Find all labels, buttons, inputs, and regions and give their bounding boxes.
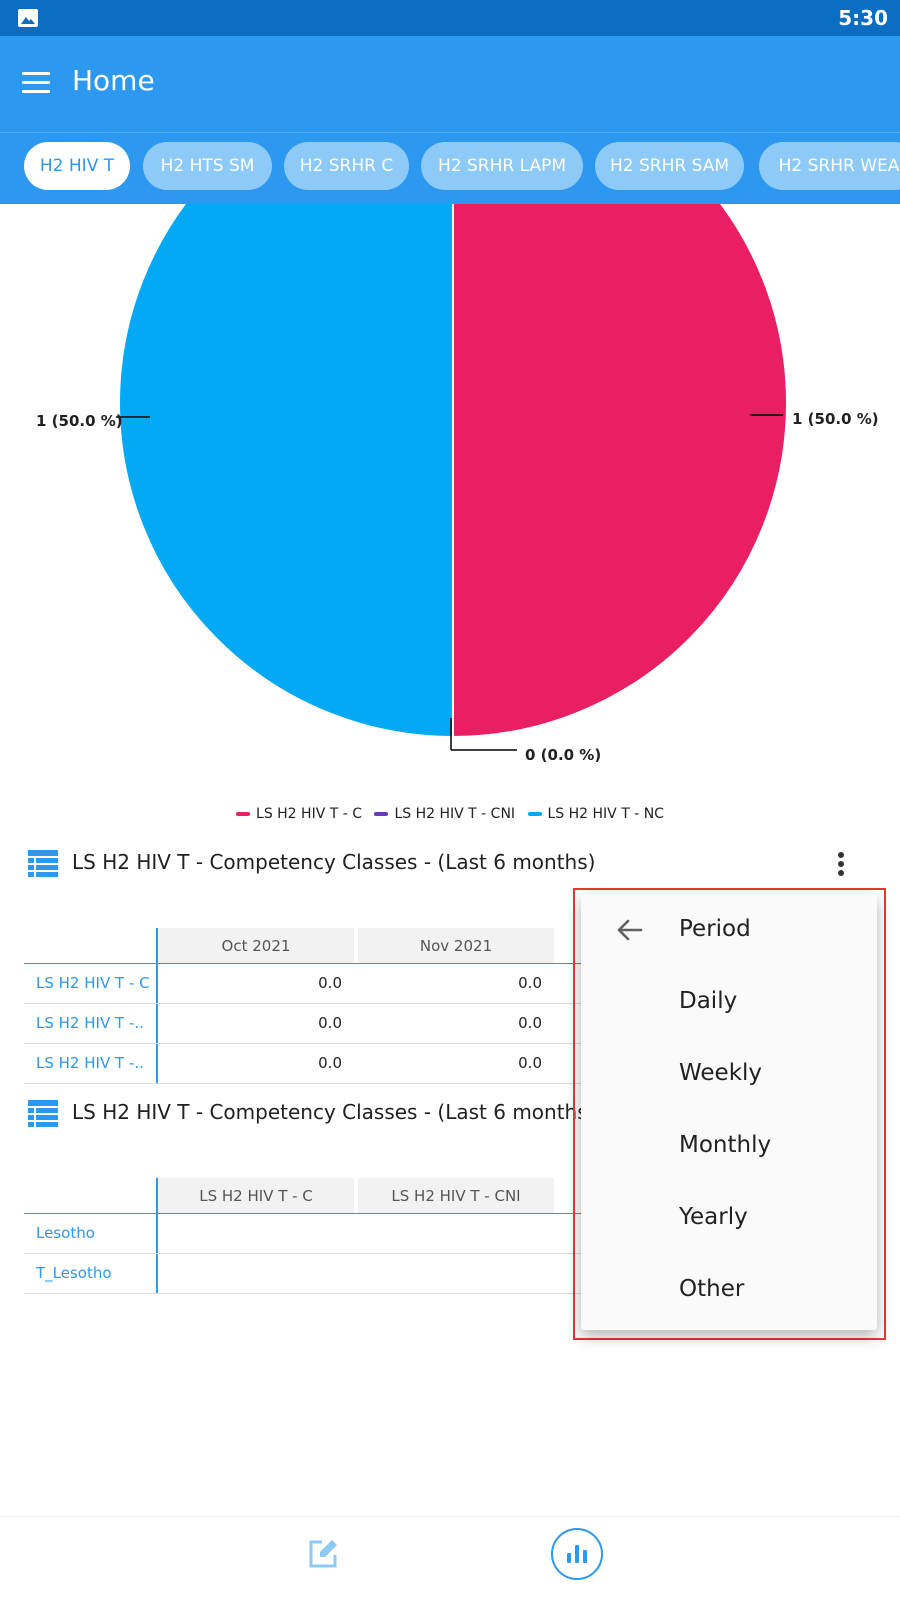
menu-item-label: Monthly bbox=[679, 1132, 772, 1158]
table-cell: 0.0 bbox=[518, 1054, 542, 1072]
legend-swatch bbox=[236, 812, 251, 816]
legend-label: LS H2 HIV T - CNI bbox=[394, 806, 516, 822]
status-time: 5:30 bbox=[838, 6, 888, 30]
tab-bar: H2 HIV T H2 HTS SM H2 SRHR C H2 SRHR LAP… bbox=[0, 142, 900, 192]
table-row[interactable]: T_Lesotho bbox=[24, 1254, 584, 1294]
table-row[interactable]: Lesotho bbox=[24, 1214, 584, 1254]
row-label[interactable]: LS H2 HIV T - C bbox=[36, 974, 150, 992]
tab-h2-srhr-lapm[interactable]: H2 SRHR LAPM bbox=[421, 142, 583, 190]
row-label[interactable]: Lesotho bbox=[36, 1224, 95, 1242]
column-header: LS H2 HIV T - CNI bbox=[358, 1178, 554, 1213]
menu-header-label: Period bbox=[679, 916, 751, 942]
analytics-icon[interactable] bbox=[551, 1528, 603, 1580]
period-menu: Period Daily Weekly Monthly Yearly Other bbox=[581, 894, 877, 1330]
tab-h2-srhr-wea[interactable]: H2 SRHR WEA bbox=[759, 142, 900, 190]
legend-label: LS H2 HIV T - C bbox=[256, 806, 362, 822]
edit-icon[interactable] bbox=[306, 1537, 340, 1571]
column-header: Nov 2021 bbox=[358, 928, 554, 963]
legend-label: LS H2 HIV T - NC bbox=[547, 806, 664, 822]
table-icon bbox=[28, 1100, 58, 1127]
tab-h2-hts-sm[interactable]: H2 HTS SM bbox=[143, 142, 272, 190]
menu-item-other[interactable]: Other bbox=[581, 1254, 877, 1326]
pie-slice[interactable] bbox=[118, 204, 454, 739]
legend-item: LS H2 HIV T - CNI bbox=[374, 806, 515, 822]
table-cell: 0.0 bbox=[318, 1014, 342, 1032]
column-header: Oct 2021 bbox=[158, 928, 354, 963]
table-row[interactable]: LS H2 HIV T -.. 0.0 0.0 bbox=[24, 1044, 584, 1084]
row-label[interactable]: LS H2 HIV T -.. bbox=[36, 1054, 144, 1072]
table-header-row: LS H2 HIV T - C LS H2 HIV T - CNI bbox=[24, 1178, 584, 1214]
legend-swatch bbox=[527, 812, 542, 816]
pie-chart-svg bbox=[116, 204, 788, 751]
menu-item-yearly[interactable]: Yearly bbox=[581, 1182, 877, 1254]
tab-h2-hiv-t[interactable]: H2 HIV T bbox=[24, 142, 130, 190]
legend-item: LS H2 HIV T - NC bbox=[527, 806, 664, 822]
pie-label-right: 1 (50.0 %) bbox=[792, 410, 879, 428]
pie-chart: 1 (50.0 %) 1 (50.0 %) 0 (0.0 %) bbox=[0, 204, 900, 804]
dashboard-content: 1 (50.0 %) 1 (50.0 %) 0 (0.0 %) LS H2 HI… bbox=[0, 204, 900, 1376]
table-row[interactable]: LS H2 HIV T -.. 0.0 0.0 bbox=[24, 1004, 584, 1044]
menu-item-label: Weekly bbox=[679, 1060, 763, 1086]
menu-item-weekly[interactable]: Weekly bbox=[581, 1038, 877, 1110]
table1-title: LS H2 HIV T - Competency Classes - (Last… bbox=[72, 850, 596, 874]
table2: LS H2 HIV T - C LS H2 HIV T - CNI Lesoth… bbox=[24, 1178, 584, 1294]
legend-item: LS H2 HIV T - C bbox=[236, 806, 362, 822]
pie-label-bottom: 0 (0.0 %) bbox=[525, 746, 602, 764]
table-row[interactable]: LS H2 HIV T - C 0.0 0.0 bbox=[24, 964, 584, 1004]
menu-item-monthly[interactable]: Monthly bbox=[581, 1110, 877, 1182]
menu-highlight-outline bbox=[573, 888, 886, 1340]
row-label[interactable]: T_Lesotho bbox=[36, 1264, 112, 1282]
column-header: LS H2 HIV T - C bbox=[158, 1178, 354, 1213]
tab-h2-srhr-sam[interactable]: H2 SRHR SAM bbox=[595, 142, 744, 190]
page-title: Home bbox=[72, 64, 155, 97]
status-bar: 5:30 bbox=[0, 0, 900, 36]
table-cell: 0.0 bbox=[518, 974, 542, 992]
bottom-navigation bbox=[0, 1516, 900, 1600]
legend-swatch bbox=[374, 812, 389, 816]
table-cell: 0.0 bbox=[318, 1054, 342, 1072]
row-label[interactable]: LS H2 HIV T -.. bbox=[36, 1014, 144, 1032]
pie-slice[interactable] bbox=[452, 204, 788, 739]
menu-item-label: Other bbox=[679, 1276, 745, 1302]
table-header-row: Oct 2021 Nov 2021 bbox=[24, 928, 584, 964]
table-icon bbox=[28, 850, 58, 877]
table1: Oct 2021 Nov 2021 LS H2 HIV T - C 0.0 0.… bbox=[24, 928, 584, 1084]
table2-title: LS H2 HIV T - Competency Classes - (Last… bbox=[72, 1100, 588, 1124]
table-cell: 0.0 bbox=[518, 1014, 542, 1032]
app-bar: Home H2 HIV T H2 HTS SM H2 SRHR C H2 SRH… bbox=[0, 36, 900, 204]
back-arrow-icon[interactable] bbox=[615, 918, 643, 942]
tab-h2-srhr-c[interactable]: H2 SRHR C bbox=[284, 142, 409, 190]
more-vert-icon[interactable] bbox=[838, 852, 846, 878]
chart-legend: LS H2 HIV T - C LS H2 HIV T - CNI LS H2 … bbox=[0, 806, 900, 822]
pie-label-left: 1 (50.0 %) bbox=[36, 412, 123, 430]
app-bar-divider bbox=[0, 132, 900, 133]
menu-item-label: Yearly bbox=[679, 1204, 748, 1230]
menu-item-daily[interactable]: Daily bbox=[581, 966, 877, 1038]
image-icon bbox=[18, 9, 38, 27]
menu-header-period[interactable]: Period bbox=[581, 894, 877, 966]
hamburger-icon[interactable] bbox=[22, 72, 50, 94]
table-cell: 0.0 bbox=[318, 974, 342, 992]
menu-item-label: Daily bbox=[679, 988, 738, 1014]
